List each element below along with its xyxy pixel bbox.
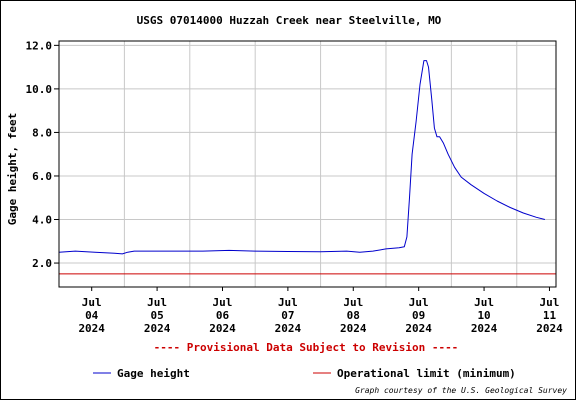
x-tick-label-line: 09 bbox=[412, 309, 425, 322]
x-tick-label-line: 05 bbox=[150, 309, 163, 322]
y-axis-label: Gage height, feet bbox=[6, 113, 19, 226]
x-tick-label-line: 2024 bbox=[78, 322, 105, 335]
x-tick-label-line: 2024 bbox=[144, 322, 171, 335]
x-tick-label-line: 2024 bbox=[536, 322, 563, 335]
x-tick-label-line: Jul bbox=[409, 296, 429, 309]
y-tick-label: 8.0 bbox=[32, 126, 52, 139]
x-tick-label: Jul 07 2024 bbox=[275, 296, 302, 335]
series-line-gage-height bbox=[58, 60, 546, 255]
x-tick-label-line: 2024 bbox=[405, 322, 432, 335]
plot-area-border bbox=[58, 40, 557, 288]
x-tick-label-line: Jul bbox=[278, 296, 298, 309]
x-tick-label: Jul 05 2024 bbox=[144, 296, 171, 335]
x-tick-label-line: Jul bbox=[82, 296, 102, 309]
x-tick-label-line: 2024 bbox=[275, 322, 302, 335]
x-tick-label-line: 11 bbox=[543, 309, 557, 322]
x-tick-label: Jul 11 2024 bbox=[536, 296, 563, 335]
y-axis-ticks: 2.0 4.0 6.0 8.0 10.0 12.0 bbox=[26, 39, 59, 270]
legend: Gage height Operational limit (minimum) bbox=[93, 367, 516, 380]
x-tick-label: Jul 09 2024 bbox=[405, 296, 432, 335]
x-tick-label-line: 06 bbox=[216, 309, 230, 322]
legend-label-operational-limit: Operational limit (minimum) bbox=[337, 367, 516, 380]
x-tick-label-line: 08 bbox=[347, 309, 360, 322]
x-tick-label-line: 2024 bbox=[340, 322, 367, 335]
x-tick-label: Jul 04 2024 bbox=[78, 296, 105, 335]
y-tick-label: 12.0 bbox=[26, 39, 53, 52]
x-tick-label: Jul 10 2024 bbox=[471, 296, 498, 335]
x-tick-label-line: 2024 bbox=[209, 322, 236, 335]
x-tick-label-line: 10 bbox=[477, 309, 490, 322]
x-tick-label-line: 04 bbox=[85, 309, 99, 322]
x-tick-label-line: Jul bbox=[343, 296, 363, 309]
x-tick-label-line: Jul bbox=[540, 296, 560, 309]
x-tick-label-line: Jul bbox=[474, 296, 494, 309]
x-tick-label: Jul 08 2024 bbox=[340, 296, 367, 335]
grid-lines bbox=[58, 41, 556, 287]
y-tick-label: 2.0 bbox=[32, 257, 52, 270]
x-tick-label: Jul 06 2024 bbox=[209, 296, 236, 335]
y-tick-label: 6.0 bbox=[32, 170, 52, 183]
x-tick-label-line: 2024 bbox=[471, 322, 498, 335]
graph-credit: Graph courtesy of the U.S. Geological Su… bbox=[355, 386, 567, 395]
x-tick-label-line: 07 bbox=[281, 309, 294, 322]
y-tick-label: 4.0 bbox=[32, 214, 52, 227]
series-lines bbox=[58, 60, 556, 275]
chart-title: USGS 07014000 Huzzah Creek near Steelvil… bbox=[137, 14, 442, 27]
x-tick-label-line: Jul bbox=[147, 296, 167, 309]
provisional-notice: ---- Provisional Data Subject to Revisio… bbox=[154, 341, 459, 354]
y-tick-label: 10.0 bbox=[26, 83, 53, 96]
x-tick-label-line: Jul bbox=[213, 296, 233, 309]
legend-label-gage-height: Gage height bbox=[117, 367, 190, 380]
